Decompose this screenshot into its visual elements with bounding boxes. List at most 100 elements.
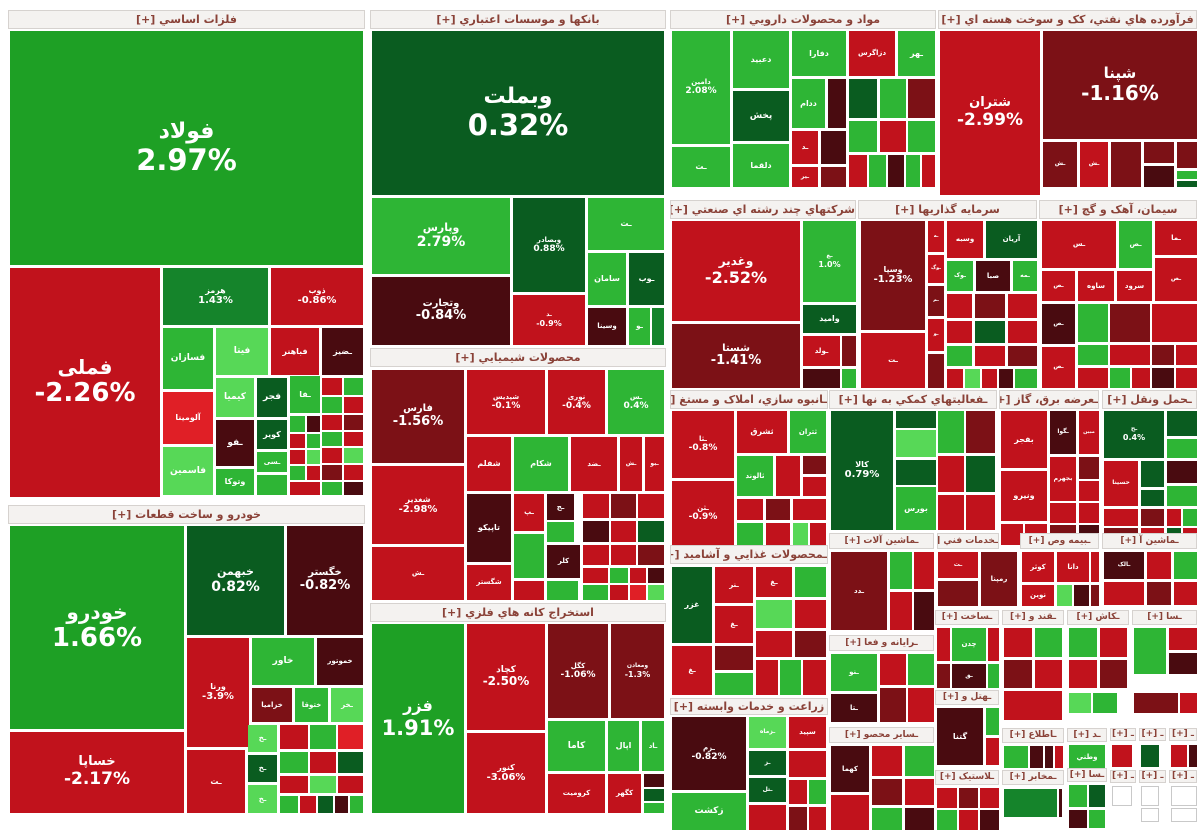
stock-tile[interactable]: [257, 475, 287, 495]
stock-tile[interactable]: [1176, 345, 1197, 365]
stock-tile[interactable]: [638, 494, 664, 518]
stock-tile[interactable]: دفارا: [792, 31, 846, 76]
stock-tile[interactable]: غزر: [672, 567, 712, 643]
stock-tile[interactable]: [737, 499, 763, 520]
stock-tile[interactable]: [869, 155, 886, 187]
sector-header[interactable]: استخراج کانه هاي فلزي [+]: [370, 603, 666, 622]
stock-tile[interactable]: نوین: [1022, 585, 1054, 606]
stock-tile[interactable]: [1069, 693, 1091, 713]
stock-tile[interactable]: [986, 708, 999, 735]
stock-tile[interactable]: [350, 796, 363, 813]
sector-header[interactable]: ـمحصولات غذایي و آشامید [+]: [670, 545, 828, 564]
sector-header[interactable]: شرکتهاي چند رشته اي صنعتي [+]: [670, 200, 856, 219]
stock-tile[interactable]: [1132, 368, 1150, 388]
stock-tile[interactable]: ـخ: [248, 755, 277, 782]
stock-tile[interactable]: [1059, 789, 1062, 817]
stock-tile[interactable]: [611, 494, 636, 518]
sector-header[interactable]: ـساخت [+]: [935, 610, 999, 625]
sector-header[interactable]: ـ [+]: [1169, 728, 1197, 741]
stock-tile[interactable]: ـضیز: [322, 328, 363, 375]
sector-header[interactable]: زراعت و خدمات وابسته [+]: [670, 698, 828, 715]
stock-tile[interactable]: شتران -2.99%: [940, 31, 1040, 195]
stock-tile[interactable]: [888, 155, 904, 187]
stock-tile[interactable]: دزاگرس: [849, 31, 895, 76]
stock-tile[interactable]: [849, 155, 867, 187]
stock-tile[interactable]: [344, 397, 363, 413]
stock-tile[interactable]: ـد: [792, 131, 818, 164]
stock-tile[interactable]: [905, 779, 934, 805]
stock-tile[interactable]: [652, 308, 664, 345]
stock-tile[interactable]: [344, 482, 363, 495]
stock-tile[interactable]: ـثا -0.8%: [672, 411, 734, 478]
stock-tile[interactable]: [975, 321, 1005, 343]
sector-header[interactable]: فرآورده هاي نفتي، کک و سوخت هسته اي [+]: [938, 10, 1197, 29]
stock-tile[interactable]: خودرو 1.66%: [10, 526, 184, 729]
stock-tile[interactable]: [906, 155, 920, 187]
stock-tile[interactable]: [610, 568, 628, 583]
stock-tile[interactable]: [344, 432, 363, 446]
stock-tile[interactable]: [1147, 552, 1171, 579]
stock-tile[interactable]: [1141, 745, 1159, 767]
stock-tile[interactable]: [849, 79, 877, 118]
stock-tile[interactable]: [322, 415, 342, 430]
sector-header[interactable]: ـمخابر [+]: [1002, 770, 1064, 785]
stock-tile[interactable]: ـضد: [571, 437, 617, 491]
stock-tile[interactable]: زکشت: [672, 793, 746, 830]
stock-tile[interactable]: فباهنر: [271, 328, 319, 375]
stock-tile[interactable]: [1110, 345, 1150, 365]
stock-tile[interactable]: ـفا: [290, 376, 320, 413]
sector-header[interactable]: ـد [+]: [1067, 728, 1107, 742]
stock-tile[interactable]: [789, 780, 807, 804]
stock-tile[interactable]: ـش: [620, 437, 642, 491]
stock-tile[interactable]: [514, 534, 544, 578]
stock-tile[interactable]: [280, 752, 308, 773]
stock-tile[interactable]: [322, 432, 342, 446]
stock-tile[interactable]: [715, 673, 753, 695]
stock-tile[interactable]: وبملت 0.32%: [372, 31, 664, 195]
stock-tile[interactable]: [756, 660, 778, 695]
stock-tile[interactable]: [793, 499, 826, 520]
stock-tile[interactable]: فجر: [257, 378, 287, 417]
stock-tile[interactable]: چدن: [952, 628, 986, 661]
stock-tile[interactable]: وطني: [1069, 745, 1105, 769]
stock-tile[interactable]: [1015, 369, 1037, 388]
stock-tile[interactable]: [610, 585, 628, 600]
stock-tile[interactable]: [780, 660, 801, 695]
stock-tile[interactable]: [1004, 691, 1062, 720]
stock-tile[interactable]: ـس: [1042, 221, 1116, 268]
stock-tile[interactable]: [821, 167, 846, 187]
stock-tile[interactable]: [1152, 304, 1197, 342]
stock-tile[interactable]: ثشرق: [737, 411, 787, 453]
stock-tile[interactable]: [789, 807, 807, 830]
stock-tile[interactable]: [938, 411, 964, 453]
stock-tile[interactable]: خبهمن 0.82%: [187, 526, 284, 635]
stock-tile[interactable]: [980, 810, 999, 830]
stock-tile[interactable]: شگستر: [467, 565, 511, 600]
stock-tile[interactable]: [1035, 660, 1062, 688]
stock-tile[interactable]: [1069, 660, 1097, 688]
stock-tile[interactable]: ـوک: [947, 261, 973, 291]
stock-tile[interactable]: [1030, 746, 1043, 768]
stock-tile[interactable]: ـهر: [898, 31, 935, 76]
stock-tile[interactable]: [896, 460, 936, 485]
stock-tile[interactable]: [1141, 509, 1164, 526]
stock-tile[interactable]: [648, 568, 664, 583]
stock-tile[interactable]: ورنا -3.9%: [187, 638, 249, 747]
stock-tile[interactable]: [1111, 142, 1141, 187]
stock-tile[interactable]: فسازان: [163, 328, 213, 389]
stock-tile[interactable]: فزر 1.91%: [372, 624, 464, 813]
stock-tile[interactable]: [290, 434, 305, 448]
stock-tile[interactable]: فیتا: [216, 328, 268, 375]
stock-tile[interactable]: کگل -1.06%: [548, 624, 608, 718]
stock-tile[interactable]: [1045, 746, 1053, 768]
sector-header[interactable]: ـهتل و [+]: [935, 690, 999, 705]
stock-tile[interactable]: [880, 654, 906, 685]
stock-tile[interactable]: [908, 688, 934, 722]
stock-tile[interactable]: [310, 752, 336, 773]
stock-tile[interactable]: [809, 780, 826, 804]
stock-tile[interactable]: ـسی: [257, 452, 287, 472]
stock-tile[interactable]: [1050, 503, 1076, 523]
stock-tile[interactable]: [630, 568, 646, 583]
stock-tile[interactable]: [947, 346, 972, 366]
stock-tile[interactable]: ـص: [1155, 258, 1197, 301]
